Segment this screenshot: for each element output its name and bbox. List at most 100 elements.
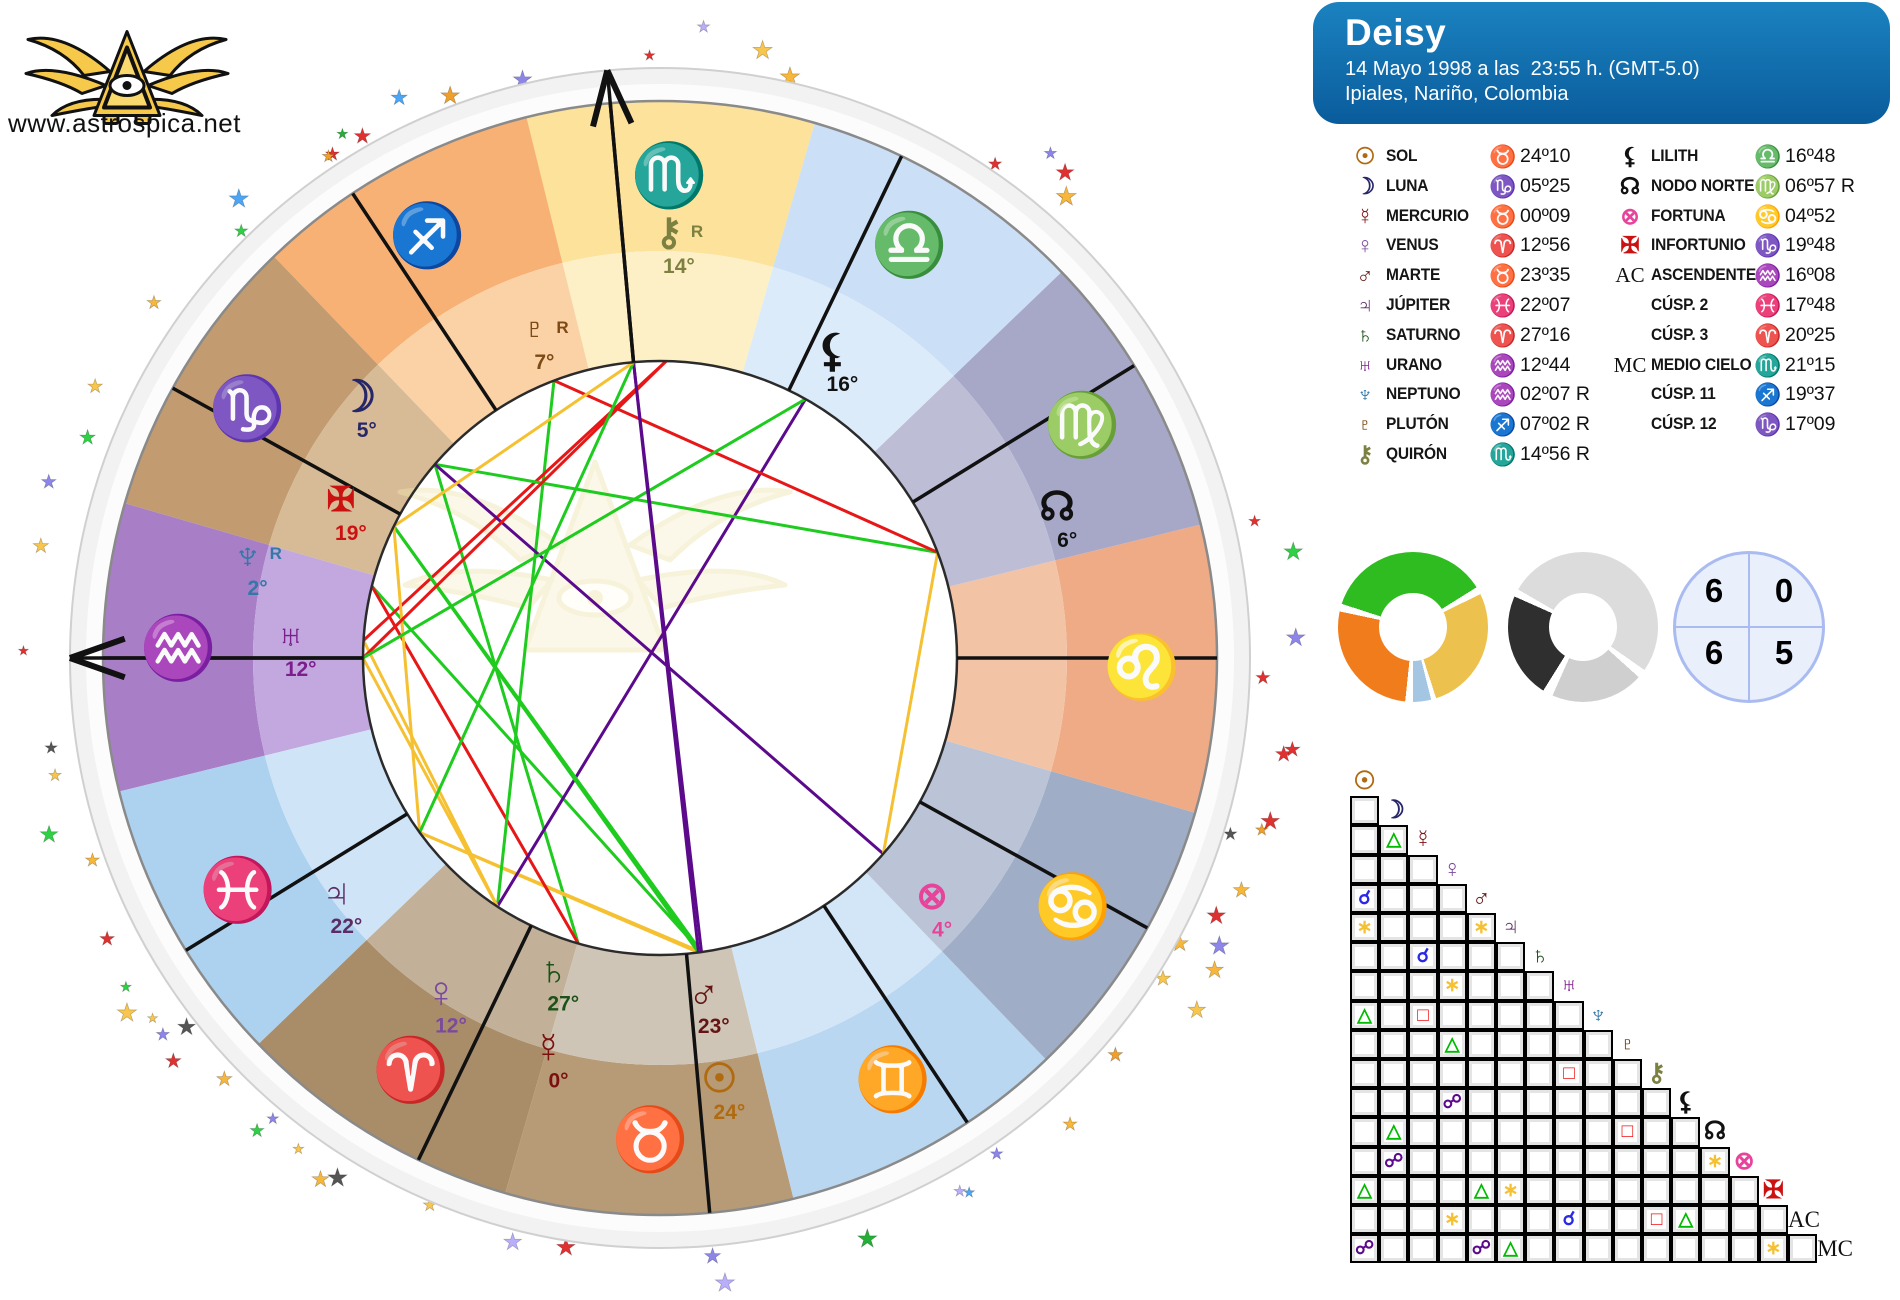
aspect-cell (1583, 1175, 1613, 1205)
aspect-cell (1350, 1059, 1380, 1089)
decor-star-icon: ★ (155, 1025, 170, 1044)
person-name: Deisy (1345, 12, 1447, 53)
decor-star-icon: ★ (1283, 539, 1305, 566)
aspectarian-header-♆: ♆ (1588, 1000, 1608, 1029)
aspect-cell (1583, 1234, 1613, 1264)
aspect-cell (1350, 1117, 1380, 1147)
aspect-cell (1379, 1088, 1409, 1118)
aspect-cell (1642, 1117, 1672, 1147)
planet-degree-label: 6° (1057, 529, 1077, 552)
quadrant-bottom-right-count: 5 (1774, 634, 1794, 671)
aspect-cell (1612, 1205, 1642, 1235)
logo-right-wing3-icon (142, 97, 204, 117)
aspect-cell (1350, 1029, 1380, 1059)
position-row: ☿ MERCURIO ♉ 00º09 (1348, 202, 1610, 232)
decor-star-icon: ★ (44, 740, 58, 757)
decor-star-icon: ★ (336, 126, 349, 142)
sign-glyph-icon: ♐ (1754, 382, 1782, 408)
position-value: 16º48 (1785, 145, 1836, 167)
aspect-cell (1612, 1088, 1642, 1118)
aspect-cell (1642, 1175, 1672, 1205)
aspect-line-trine (434, 462, 938, 554)
sign-glyph-icon: ♓ (1754, 292, 1782, 318)
aspect-cell (1642, 1088, 1672, 1118)
planet-label: SOL (1386, 147, 1418, 165)
planet-degree-label: 7° (534, 351, 554, 374)
aspect-line-sextile (392, 526, 422, 833)
planet-marte-icon: ♂ (688, 970, 720, 1017)
quadrant-count-circle: 6 0 6 5 (1673, 551, 1825, 703)
position-value: 19º48 (1785, 234, 1836, 257)
aspect-cell (1554, 1088, 1584, 1118)
aspect-cell: ∗ (1437, 971, 1467, 1001)
sign-cancer-icon: ♋ (1034, 871, 1111, 942)
aspectarian-header-♂: ♂ (1472, 883, 1491, 912)
aspect-line-trine (495, 380, 556, 907)
decor-star-icon: ★ (79, 427, 97, 449)
opposition-aspect-icon: ☍ (1442, 1092, 1462, 1114)
aspect-cell (1350, 1146, 1380, 1176)
trine-aspect-icon: △ (1678, 1209, 1694, 1230)
aspectarian-grid: △ ☌ ∗ ∗ ☌ ∗ △ □ △ □ ☍ △ □ ☍ ∗ △ △ ∗ ∗ ☌ □ △ ☍ ☍ △ ∗ ☉ ☽ ☿ ♀ ♂ ♃ ♄ ♅ ♆ ♇ ⚷ ⚸ ☊ ⊗… (1350, 767, 1900, 1277)
sign-leo-icon: ♌ (1103, 631, 1180, 702)
svg-text:R: R (691, 222, 703, 241)
site-url[interactable]: www.astrospica.net (8, 108, 241, 138)
watermark-logo (397, 459, 793, 653)
aspect-line-trine (418, 361, 635, 834)
aspect-cell (1437, 1146, 1467, 1176)
planet-neptuno-icon: ♆ (232, 532, 264, 579)
aspectarian-header-MC: MC (1817, 1236, 1853, 1262)
aspect-cell (1408, 1234, 1438, 1264)
aspect-cell (1642, 1146, 1672, 1176)
planet-glyph-icon: MC (1613, 352, 1647, 377)
trine-aspect-icon: △ (1386, 1121, 1402, 1143)
sign-glyph-icon: ♏ (1754, 352, 1782, 378)
sign-capricornio-icon: ♑ (209, 372, 286, 443)
aspect-cell: ☍ (1437, 1088, 1467, 1118)
position-value: 17º09 (1785, 413, 1836, 436)
decor-star-icon: ★ (953, 1183, 966, 1200)
decor-star-icon: ★ (1055, 159, 1076, 185)
quadrant-horizontal-divider (1676, 626, 1822, 628)
aspect-cell (1437, 1059, 1467, 1089)
sign-glyph-icon: ♏ (1489, 441, 1517, 467)
planet-glyph-icon: ☽ (1354, 172, 1376, 199)
decor-star-icon: ★ (1206, 902, 1228, 929)
aspect-line-trine (433, 463, 580, 944)
planet-degree-label: 27° (547, 992, 579, 1015)
sign-glyph-icon: ♈ (1754, 322, 1782, 348)
planet-degree-label: 12° (435, 1015, 467, 1038)
aspect-cell (1496, 1059, 1526, 1089)
planet-glyph-icon: ♃ (1356, 291, 1374, 318)
aspect-cell (1350, 942, 1380, 972)
aspect-cell (1496, 1146, 1526, 1176)
aspect-cell (1612, 1175, 1642, 1205)
aspect-cell (1496, 942, 1526, 972)
decor-star-icon: ★ (32, 536, 50, 558)
decor-star-icon: ★ (164, 1050, 182, 1072)
aspect-line-sextile (361, 657, 499, 908)
aspect-cell (1379, 913, 1409, 943)
planet-label: CÚSP. 2 (1651, 295, 1709, 314)
aspect-cell (1612, 1146, 1642, 1176)
aspect-cell (1466, 1000, 1496, 1030)
planet-glyph-icon: ⚷ (1356, 440, 1374, 467)
planet-label: LUNA (1386, 176, 1429, 195)
planet-glyph-icon: ♀ (1356, 232, 1374, 259)
aspect-cell (1379, 1029, 1409, 1059)
trine-aspect-icon: △ (1444, 1033, 1460, 1055)
aspect-cell (1758, 1205, 1788, 1235)
position-value: 04º52 (1785, 204, 1836, 227)
aspect-cell (1379, 1234, 1409, 1264)
position-row: ⚷ QUIRÓN ♏ 14º56 R (1348, 440, 1610, 470)
sign-glyph-icon: ♎ (1754, 144, 1782, 169)
decor-star-icon: ★ (1248, 513, 1261, 530)
trine-aspect-icon: △ (1386, 829, 1402, 851)
aspect-cell (1379, 1205, 1409, 1235)
position-row: ⚸ LILITH ♎ 16º48 (1613, 142, 1893, 172)
aspect-line-opposition (433, 463, 885, 856)
logo-left-wing3-icon (50, 97, 112, 117)
chart-header: Deisy 14 Mayo 1998 a las 23:55 h. (GMT-5… (1313, 2, 1890, 124)
aspect-cell (1408, 1088, 1438, 1118)
aspectarian-header-☽: ☽ (1382, 796, 1405, 825)
